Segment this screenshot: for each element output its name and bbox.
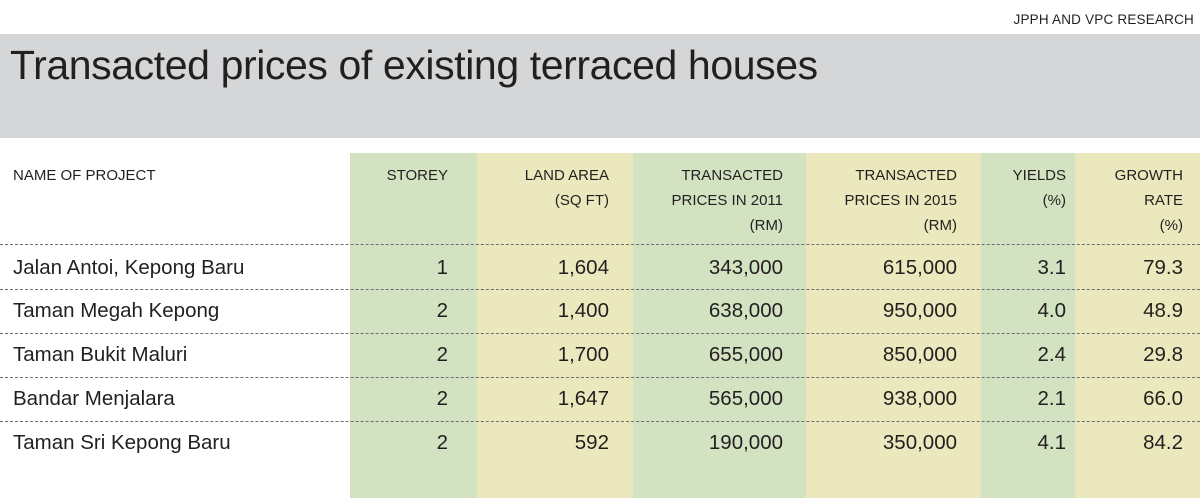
table-row-name: Jalan Antoi, Kepong Baru (13, 256, 245, 279)
table-row-name: Taman Sri Kepong Baru (13, 431, 231, 454)
growth-column-bg (1075, 153, 1200, 498)
cell-yields: 2.4 (1037, 343, 1067, 366)
table-row-name: Bandar Menjalara (13, 387, 175, 410)
price-2015-column-bg (806, 153, 981, 498)
cell-growth: 79.3 (1143, 256, 1183, 279)
row-divider (0, 421, 1200, 422)
cell-price-2011: 565,000 (708, 387, 783, 410)
cell-land-area: 1,604 (557, 256, 609, 279)
cell-growth: 29.8 (1143, 343, 1183, 366)
cell-price-2015: 938,000 (882, 387, 957, 410)
header-price-2015: TRANSACTED PRICES IN 2015 (RM) (844, 167, 957, 234)
header-land-area: LAND AREA (SQ FT) (524, 167, 609, 209)
source-credit: JPPH AND VPC RESEARCH (1013, 12, 1194, 27)
cell-yields: 4.0 (1037, 299, 1067, 322)
cell-price-2011: 638,000 (708, 299, 783, 322)
cell-price-2015: 350,000 (882, 431, 957, 454)
cell-price-2015: 850,000 (882, 343, 957, 366)
title-band (0, 34, 1200, 138)
cell-price-2015: 615,000 (882, 256, 957, 279)
table-row-name: Taman Bukit Maluri (13, 343, 188, 366)
header-storey: STOREY (386, 167, 448, 184)
header-yields: YIELDS (%) (1012, 167, 1066, 209)
land-area-column-bg (477, 153, 633, 498)
row-divider (0, 333, 1200, 334)
cell-growth: 66.0 (1143, 387, 1183, 410)
table-row-name: Taman Megah Kepong (13, 299, 220, 322)
header-price-2011: TRANSACTED PRICES IN 2011 (RM) (671, 167, 783, 234)
cell-growth: 84.2 (1143, 431, 1183, 454)
cell-growth: 48.9 (1143, 299, 1183, 322)
cell-storey: 2 (436, 343, 448, 366)
cell-price-2015: 950,000 (882, 299, 957, 322)
row-divider (0, 289, 1200, 290)
cell-land-area: 592 (574, 431, 609, 454)
price-2011-column-bg (633, 153, 806, 498)
header-name: NAME OF PROJECT (13, 167, 156, 184)
cell-storey: 2 (436, 299, 448, 322)
cell-yields: 2.1 (1037, 387, 1067, 410)
cell-storey: 1 (436, 256, 448, 279)
cell-price-2011: 655,000 (708, 343, 783, 366)
cell-price-2011: 343,000 (708, 256, 783, 279)
yields-column-bg (981, 153, 1075, 498)
row-divider (0, 244, 1200, 245)
cell-storey: 2 (436, 387, 448, 410)
storey-column-bg (350, 153, 477, 498)
cell-price-2011: 190,000 (708, 431, 783, 454)
cell-yields: 3.1 (1037, 256, 1067, 279)
row-divider (0, 377, 1200, 378)
chart-title: Transacted prices of existing terraced h… (10, 42, 818, 88)
cell-land-area: 1,400 (557, 299, 609, 322)
header-growth: GROWTH RATE (%) (1114, 167, 1183, 234)
cell-land-area: 1,700 (557, 343, 609, 366)
cell-land-area: 1,647 (557, 387, 609, 410)
cell-storey: 2 (436, 431, 448, 454)
cell-yields: 4.1 (1037, 431, 1067, 454)
